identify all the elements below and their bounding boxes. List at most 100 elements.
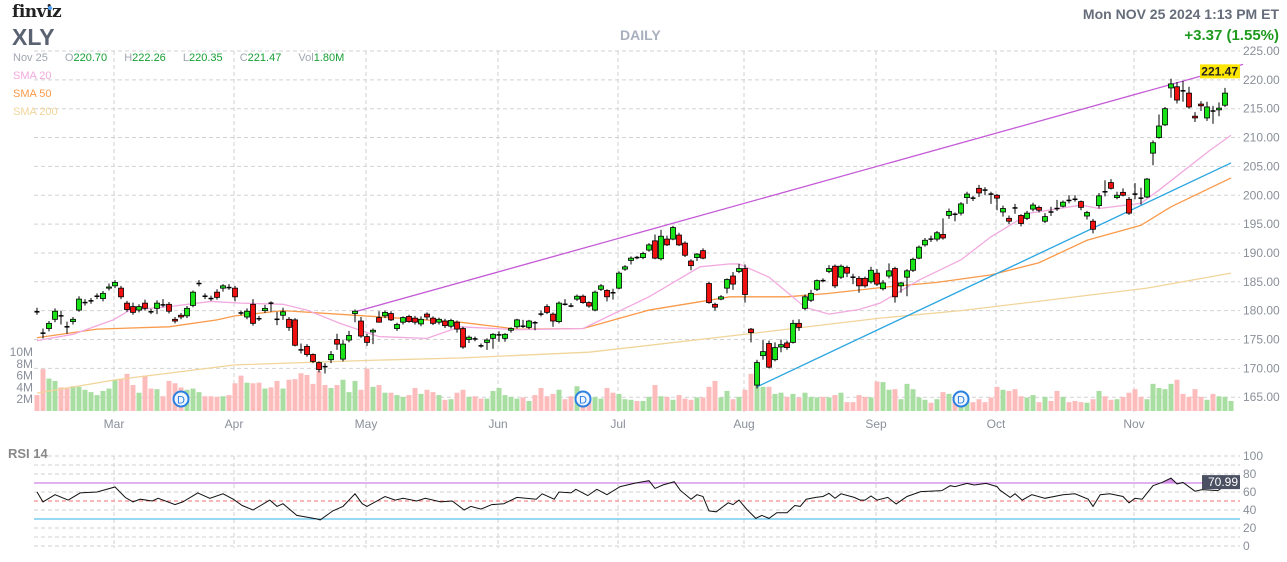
volume-bar [1096,390,1102,411]
volume-bar [670,399,676,411]
candle-down [1108,182,1114,189]
volume-bar [1186,396,1192,411]
candle-up [280,311,286,316]
legend-sma20[interactable]: SMA 20 [13,70,52,82]
volume-bar [1192,389,1198,411]
candle-up [52,310,58,320]
candle-up [100,292,106,299]
candle-down [412,317,418,323]
volume-bar [1216,396,1222,411]
volume-bar [340,379,346,411]
price-tick-label: 165.00 [1243,390,1280,404]
volume-bar [910,389,916,411]
rsi-panel: 0 20 40 60 80 100 70.99 [34,449,1263,553]
timeframe-label[interactable]: DAILY [620,27,661,43]
volume-bar [1228,400,1234,411]
volume-bar [442,399,448,411]
volume-bar [292,379,298,411]
candle-up [670,227,676,240]
volume-bar [1018,396,1024,411]
rsi-tick-label: 100 [1243,449,1263,463]
rsi-tick-label: 40 [1243,503,1257,517]
candle-down [766,343,772,368]
candle-up [628,257,634,261]
candle-up [352,310,358,314]
logo-dot-icon [48,6,52,10]
open-label: O [64,52,74,64]
volume-bar [1144,399,1150,411]
volume-bar [610,392,616,411]
candle-up [880,282,886,290]
volume-tick-label: 8M [16,357,33,371]
close-value: 221.47 [247,52,282,64]
candle-up [640,253,646,258]
trendlines[interactable] [354,63,1244,388]
low-value: 220.35 [189,52,223,64]
high-label: H [124,52,133,64]
candle-down [652,240,658,259]
candle-up [574,295,580,300]
volume-bar [658,396,664,411]
finviz-logo[interactable]: finviz [12,2,62,22]
volume-bar [106,388,112,411]
datetime-label: Mon NOV 25 2024 1:13 PM ET [1082,6,1279,22]
legend-sma200[interactable]: SMA 200 [13,106,58,118]
price-tick-label: 170.00 [1243,361,1280,375]
candle-up [448,320,454,327]
candle-down [832,265,838,287]
candle-down [388,313,394,321]
volume-bar [208,396,214,411]
candle-up [190,291,196,306]
candle-up [778,344,784,348]
volume-bar [628,399,634,411]
volume-bar [70,386,76,411]
candle-up [340,343,346,360]
candle-down [748,328,754,333]
candle-up [184,307,190,317]
volume-value: 1.80M [313,52,345,64]
candle-up [136,306,142,311]
candle-up [1222,92,1228,106]
dividend-icon [574,390,592,408]
volume-bar [250,383,256,411]
volume-bar [1036,402,1042,411]
candle-up [808,292,814,301]
volume-bar [592,396,598,411]
last-price-label: 221.47 [1201,64,1238,78]
axes: 165.00 170.00 175.00 180.00 185.00 190.00 195.… [10,44,1280,431]
volume-bar [772,393,778,411]
volume-bar [952,399,958,411]
volume-bar [718,397,724,411]
candle-up [694,253,700,258]
candle-up [934,232,940,240]
month-label: Oct [987,417,1006,431]
legend-sma50[interactable]: SMA 50 [13,88,52,100]
volume-bar [622,399,628,411]
volume-bar [532,395,538,411]
price-tick-label: 185.00 [1243,275,1280,289]
rsi-tick-label: 80 [1243,467,1257,481]
close-label: C [239,52,248,64]
candle-down [682,242,688,256]
volume-bar [322,385,328,411]
candle-up [802,296,808,309]
candle-down [1126,198,1132,214]
volume-bar [58,387,64,411]
volume-bar [460,389,466,411]
candle-up [346,335,352,341]
volume-bar [850,402,856,411]
price-tick-label: 215.00 [1243,102,1280,116]
volume-bar [214,396,220,411]
volume-bar [124,373,130,411]
candle-down [406,316,412,323]
volume-bar [1210,393,1216,411]
volume-bar [1084,402,1090,411]
candle-down [604,290,610,298]
candle-down [1186,92,1192,108]
volume-bar [730,399,736,411]
candle-up [1162,108,1168,126]
candle-down [214,291,220,298]
candle-up [1168,83,1174,89]
